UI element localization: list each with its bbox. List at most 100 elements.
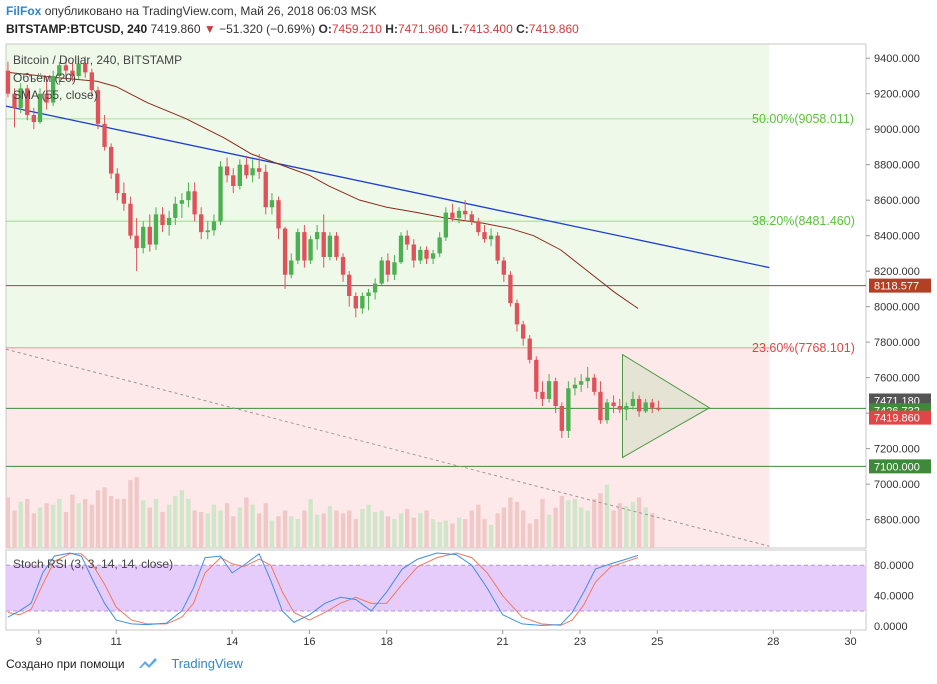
candle-body: [476, 221, 481, 233]
candle-body: [218, 166, 223, 222]
candle-body: [115, 173, 120, 194]
stoch-d-line: [7, 552, 639, 626]
candle-body: [534, 359, 539, 392]
price-change: −51.320 (−0.69%): [219, 22, 316, 36]
volume-bar: [70, 494, 75, 548]
volume-bar: [379, 510, 384, 548]
y-axis-tick-label: 9000.000: [874, 124, 920, 136]
volume-bar: [83, 498, 88, 548]
publish-info: FilFox опубликовано на TradingView.com, …: [6, 4, 377, 18]
legend-title: Bitcoin / Dollar, 240, BITSTAMP: [13, 53, 183, 67]
candle-body: [334, 235, 339, 257]
volume-bar: [418, 513, 423, 548]
volume-bar: [508, 497, 513, 548]
volume-bar: [63, 511, 69, 548]
volume-bar: [624, 506, 629, 548]
tradingview-link[interactable]: TradingView: [171, 656, 243, 671]
blue-trendline: [5, 105, 770, 269]
candle-body: [437, 237, 442, 254]
y-axis-tick-label: 8600.000: [874, 195, 920, 207]
volume-bar: [527, 523, 532, 548]
volume-bar: [18, 501, 23, 548]
candle-body: [237, 164, 243, 186]
fib-zone-red: [6, 347, 770, 548]
candle-body: [379, 260, 384, 284]
volume-bar: [372, 511, 378, 548]
candle-body: [121, 193, 127, 204]
x-axis-tick-label: 21: [497, 636, 509, 648]
volume-bar: [224, 503, 230, 548]
high-label: H:: [385, 22, 398, 36]
volume-bar: [37, 507, 43, 548]
y-axis-tick-label: 8200.000: [874, 266, 920, 278]
fib-level-label: 38.20%(8481.460): [752, 214, 855, 228]
candle-body: [592, 377, 597, 392]
candle-body: [83, 63, 88, 73]
candle-body: [488, 235, 494, 240]
volume-bar: [199, 511, 204, 548]
candle-body: [566, 388, 571, 431]
candle-body: [353, 296, 358, 309]
volume-bar: [392, 519, 397, 548]
volume-bar: [282, 510, 288, 548]
candle-body: [276, 200, 281, 229]
volume-bar: [211, 504, 217, 548]
stoch-tick-label: 80.0000: [874, 560, 914, 572]
volume-bar: [501, 507, 507, 548]
candle-body: [31, 114, 36, 123]
candle-body: [340, 256, 346, 275]
candle-body: [501, 260, 507, 275]
volume-bar: [186, 498, 191, 548]
candle-body: [514, 303, 520, 325]
symbol: BITSTAMP:BTCUSD, 240: [6, 22, 148, 36]
y-axis-tick-label: 6800.000: [874, 515, 920, 527]
candle-body: [347, 274, 352, 296]
volume-bar: [566, 500, 571, 548]
volume-bar: [430, 519, 436, 548]
candle-body: [244, 164, 249, 176]
price-label: 7419.860: [874, 413, 920, 425]
volume-bar: [347, 510, 352, 548]
volume-bar: [559, 496, 564, 548]
candle-body: [360, 296, 365, 309]
volume-bar: [95, 490, 101, 548]
candle-body: [656, 407, 661, 410]
volume-bar: [179, 490, 185, 548]
dotted-trendline: [5, 348, 770, 547]
volume-bar: [650, 513, 655, 548]
volume-bar: [263, 503, 268, 548]
candle-body: [598, 391, 603, 421]
volume-bar: [636, 497, 642, 548]
x-axis-tick-label: 11: [110, 636, 121, 648]
volume-bar: [456, 517, 462, 548]
volume-bar: [231, 516, 236, 548]
volume-bar: [630, 501, 636, 548]
candle-body: [269, 200, 275, 208]
volume-bar: [592, 498, 597, 548]
volume-bar: [617, 503, 622, 548]
candle-body: [392, 262, 397, 275]
high-value: 7471.960: [397, 22, 449, 36]
volume-bar: [411, 517, 416, 548]
x-axis-tick-label: 25: [651, 636, 663, 648]
volume-bar: [321, 513, 326, 548]
candle-body: [398, 235, 404, 263]
y-axis-tick-label: 9400.000: [874, 53, 920, 65]
open-value: 7459.210: [331, 22, 382, 36]
volume-bar: [121, 498, 127, 548]
volume-bar: [5, 497, 11, 548]
legend-stoch-rsi: Stoch RSI (3, 3, 14, 14, close): [13, 557, 174, 571]
author-name[interactable]: FilFox: [6, 4, 42, 18]
candle-body: [411, 244, 416, 261]
volume-bar: [295, 519, 300, 548]
candle-body: [263, 171, 268, 208]
main-pane-frame: [5, 43, 867, 549]
candle-body: [108, 146, 114, 174]
volume-bar: [115, 498, 120, 548]
volume-bar: [353, 519, 358, 548]
volume-bar: [308, 498, 313, 548]
stoch-tick-label: 0.0000: [874, 621, 908, 633]
volume-bar: [405, 509, 410, 548]
candle-body: [205, 230, 210, 233]
